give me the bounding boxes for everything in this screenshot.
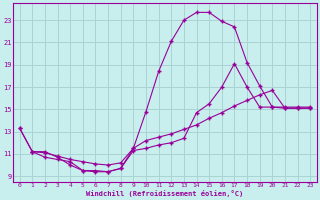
X-axis label: Windchill (Refroidissement éolien,°C): Windchill (Refroidissement éolien,°C) [86,190,244,197]
